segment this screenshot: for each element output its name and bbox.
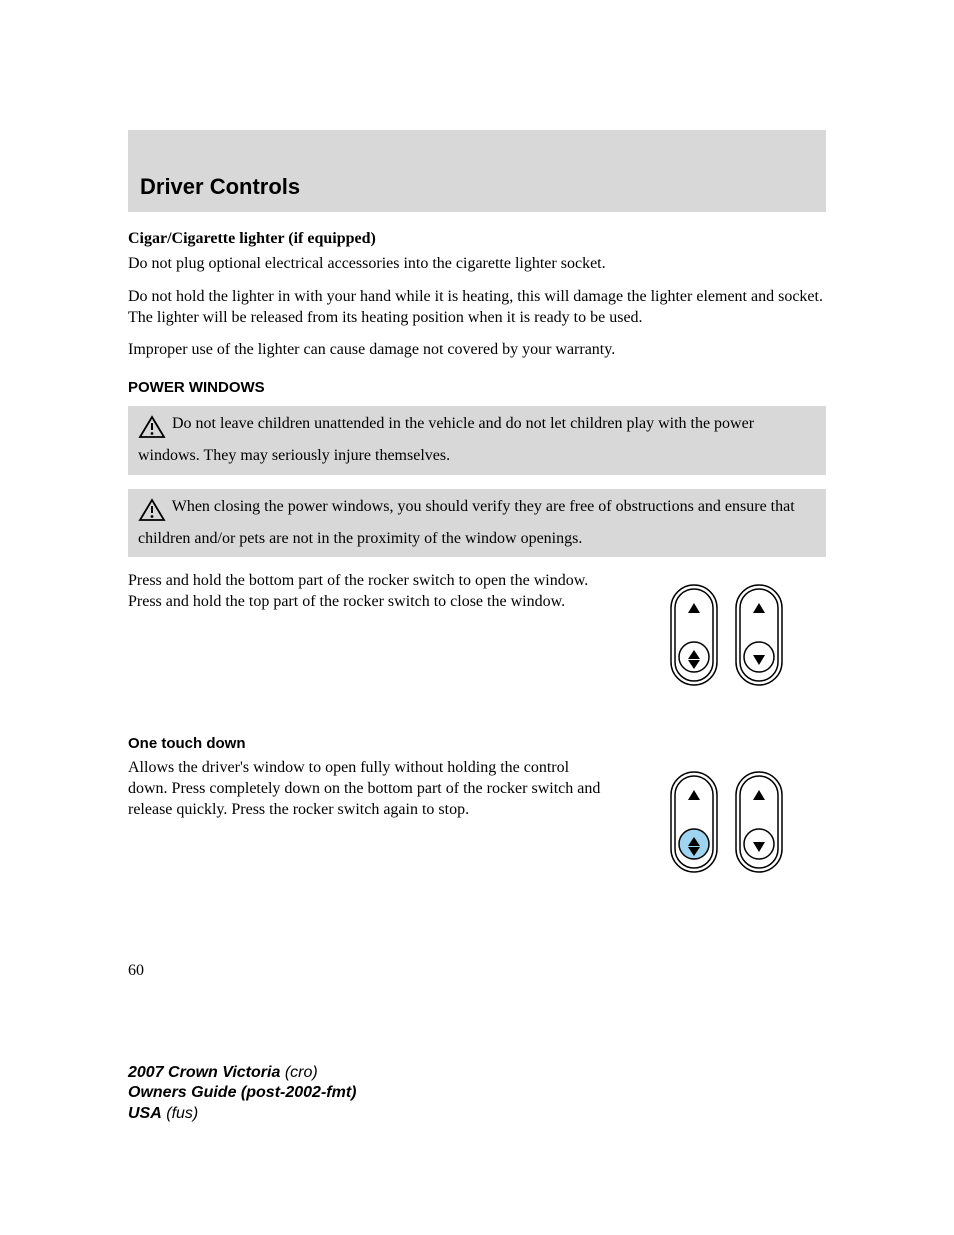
footer-region-code: (fus) [166,1105,198,1122]
footer-line-1: 2007 Crown Victoria (cro) [128,1063,356,1084]
rocker-switch-diagram-1 [626,571,826,695]
section-header-bar: Driver Controls [128,130,826,212]
one-touch-text: Allows the driver's window to open fully… [128,758,606,820]
one-touch-row: Allows the driver's window to open fully… [128,758,826,882]
page-number: 60 [128,962,826,980]
rocker-operation-text: Press and hold the bottom part of the ro… [128,571,606,613]
power-windows-heading: POWER WINDOWS [128,379,826,396]
rocker-operation-row: Press and hold the bottom part of the ro… [128,571,826,695]
footer-line-3: USA (fus) [128,1104,356,1125]
cigar-p3: Improper use of the lighter can cause da… [128,340,826,361]
footer-vehicle-code: (cro) [285,1064,318,1081]
warning-icon [138,498,166,529]
warning-box-2: When closing the power windows, you shou… [128,489,826,558]
warning-box-1: Do not leave children unattended in the … [128,406,826,475]
warning-icon [138,415,166,446]
footer-vehicle: 2007 Crown Victoria [128,1064,280,1081]
warning-text-2: When closing the power windows, you shou… [138,498,795,547]
footer: 2007 Crown Victoria (cro) Owners Guide (… [128,1063,356,1125]
cigar-p2: Do not hold the lighter in with your han… [128,287,826,329]
section-title: Driver Controls [140,174,826,200]
warning-text-1: Do not leave children unattended in the … [138,415,754,464]
cigar-p1: Do not plug optional electrical accessor… [128,254,826,275]
page-container: Driver Controls Cigar/Cigarette lighter … [0,0,954,980]
footer-region: USA [128,1105,162,1122]
cigar-heading: Cigar/Cigarette lighter (if equipped) [128,230,826,248]
rocker-switch-diagram-2 [626,758,826,882]
one-touch-heading: One touch down [128,735,826,752]
footer-guide: Owners Guide (post-2002-fmt) [128,1083,356,1104]
